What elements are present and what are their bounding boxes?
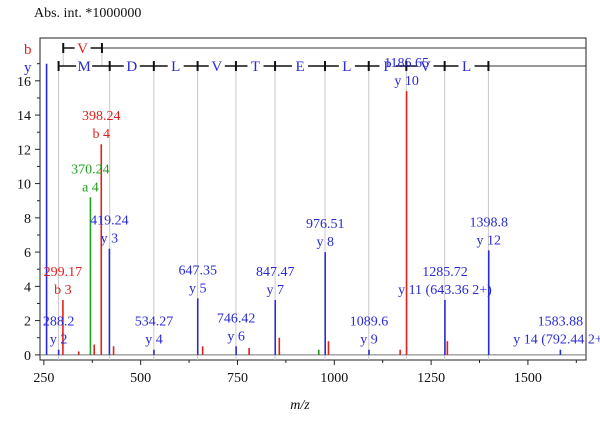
y-sequence-residue: V bbox=[420, 59, 431, 75]
peak-ion-label: y 3 bbox=[101, 232, 119, 247]
y-axis-label: Abs. int. *1000000 bbox=[34, 6, 142, 21]
y-tick-label: 2 bbox=[24, 315, 31, 330]
peak-ion-label: y 6 bbox=[227, 329, 245, 344]
y-sequence-residue: T bbox=[251, 59, 260, 75]
y-sequence-residue: D bbox=[126, 59, 137, 75]
peak-mass-label: 288.2 bbox=[43, 315, 75, 330]
y-tick-label: 8 bbox=[24, 212, 31, 227]
y-sequence-residue: E bbox=[295, 59, 304, 75]
peak-mass-label: 370.24 bbox=[71, 162, 110, 177]
y-sequence-residue: M bbox=[77, 59, 90, 75]
y-series-label: y bbox=[24, 60, 32, 76]
peak-mass-label: 847.47 bbox=[256, 265, 295, 280]
peak-ion-label: y 8 bbox=[316, 235, 334, 250]
x-tick-label: 250 bbox=[33, 371, 54, 386]
x-tick-label: 500 bbox=[130, 371, 151, 386]
y-sequence-residue-bg bbox=[292, 58, 309, 74]
peak-ion-label: b 4 bbox=[93, 127, 111, 142]
peak-mass-label: 398.24 bbox=[82, 109, 121, 124]
y-sequence-residue: L bbox=[462, 59, 471, 75]
b-sequence-residue: V bbox=[77, 41, 88, 57]
y-sequence-residue-bg bbox=[379, 58, 396, 74]
y-tick-label: 4 bbox=[24, 280, 31, 295]
y-tick-label: 12 bbox=[17, 143, 31, 158]
plot-frame bbox=[39, 37, 587, 361]
y-sequence-residue-bg bbox=[208, 58, 225, 74]
peak-mass-label: 976.51 bbox=[306, 217, 345, 232]
x-tick-label: 1500 bbox=[514, 371, 542, 386]
y-tick-label: 14 bbox=[17, 109, 31, 124]
x-tick-label: 1000 bbox=[320, 371, 348, 386]
y-tick-label: 16 bbox=[17, 75, 31, 90]
peak-ion-label: y 12 bbox=[476, 233, 501, 248]
peak-ion-label: a 4 bbox=[82, 180, 99, 195]
peak-ion-label: y 14 (792.44 2+) bbox=[513, 333, 600, 348]
b-sequence-residue-bg bbox=[74, 40, 91, 56]
peak-mass-label: 1398.8 bbox=[469, 215, 508, 230]
y-sequence-residue: L bbox=[342, 59, 351, 75]
peak-mass-label: 746.42 bbox=[217, 311, 256, 326]
y-sequence-residue-bg bbox=[417, 58, 434, 74]
y-sequence-residue-bg bbox=[247, 58, 264, 74]
y-tick-label: 10 bbox=[17, 178, 31, 193]
y-sequence-residue-bg bbox=[167, 58, 184, 74]
y-sequence-residue-bg bbox=[458, 58, 475, 74]
y-sequence-residue: L bbox=[171, 59, 180, 75]
peak-mass-label: 1285.72 bbox=[422, 265, 468, 280]
x-tick-label: 750 bbox=[227, 371, 248, 386]
peak-mass-label: 647.35 bbox=[178, 263, 217, 278]
y-sequence-residue: P bbox=[383, 59, 391, 75]
y-tick-label: 6 bbox=[24, 246, 31, 261]
peak-ion-label: b 3 bbox=[54, 283, 72, 298]
y-tick-label: 0 bbox=[24, 349, 31, 364]
y-sequence-residue-bg bbox=[338, 58, 355, 74]
peak-ion-label: y 10 bbox=[394, 74, 419, 89]
peak-ion-label: y 9 bbox=[360, 333, 378, 348]
peak-ion-label: y 5 bbox=[189, 281, 207, 296]
x-tick-label: 1250 bbox=[417, 371, 445, 386]
peak-ion-label: y 7 bbox=[266, 283, 284, 298]
peak-mass-label: 1186.65 bbox=[384, 56, 429, 71]
b-series-label: b bbox=[24, 42, 32, 58]
peak-ion-label: y 4 bbox=[145, 333, 163, 348]
x-axis-label: m/z bbox=[290, 398, 310, 413]
peak-mass-label: 1583.88 bbox=[538, 315, 584, 330]
peak-mass-label: 299.17 bbox=[44, 265, 83, 280]
peak-mass-label: 419.24 bbox=[90, 214, 129, 229]
y-sequence-residue-bg bbox=[123, 58, 140, 74]
peak-ion-label: y 11 (643.36 2+) bbox=[398, 283, 492, 298]
peak-mass-label: 1089.6 bbox=[350, 315, 389, 330]
y-sequence-residue: V bbox=[211, 59, 222, 75]
peak-ion-label: y 2 bbox=[50, 333, 68, 348]
peak-mass-label: 534.27 bbox=[135, 315, 174, 330]
y-sequence-residue-bg bbox=[76, 58, 93, 74]
